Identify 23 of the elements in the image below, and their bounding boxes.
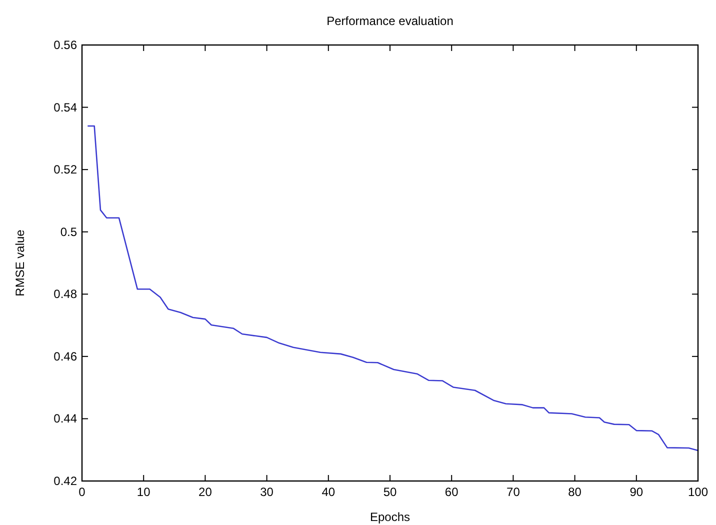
y-tick-label: 0.54 — [54, 100, 78, 114]
x-tick-label: 60 — [444, 485, 459, 499]
x-tick-label: 20 — [198, 485, 212, 499]
y-tick-label: 0.46 — [54, 349, 78, 364]
y-tick-label: 0.5 — [60, 224, 78, 239]
y-tick-label: 0.52 — [54, 162, 78, 177]
x-tick-label: 0 — [78, 485, 86, 499]
y-tick-label: 0.42 — [54, 474, 78, 488]
x-tick-label: 80 — [568, 485, 582, 499]
y-tick-label: 0.48 — [54, 287, 78, 302]
x-tick-label: 40 — [322, 485, 336, 499]
line-series — [88, 125, 699, 452]
chart-title: Performance evaluation — [326, 14, 454, 28]
y-tick-label: 0.44 — [54, 412, 78, 426]
x-tick-label: 10 — [136, 485, 151, 499]
y-axis-title: RMSE value — [13, 229, 27, 296]
x-tick-label: 70 — [506, 485, 520, 499]
x-tick-label: 50 — [383, 485, 397, 499]
y-tick-label: 0.56 — [54, 38, 78, 52]
x-axis-title: Epochs — [370, 510, 410, 524]
x-tick-label: 90 — [630, 485, 644, 499]
x-tick-label: 30 — [260, 485, 274, 499]
x-tick-label: 100 — [688, 485, 708, 499]
